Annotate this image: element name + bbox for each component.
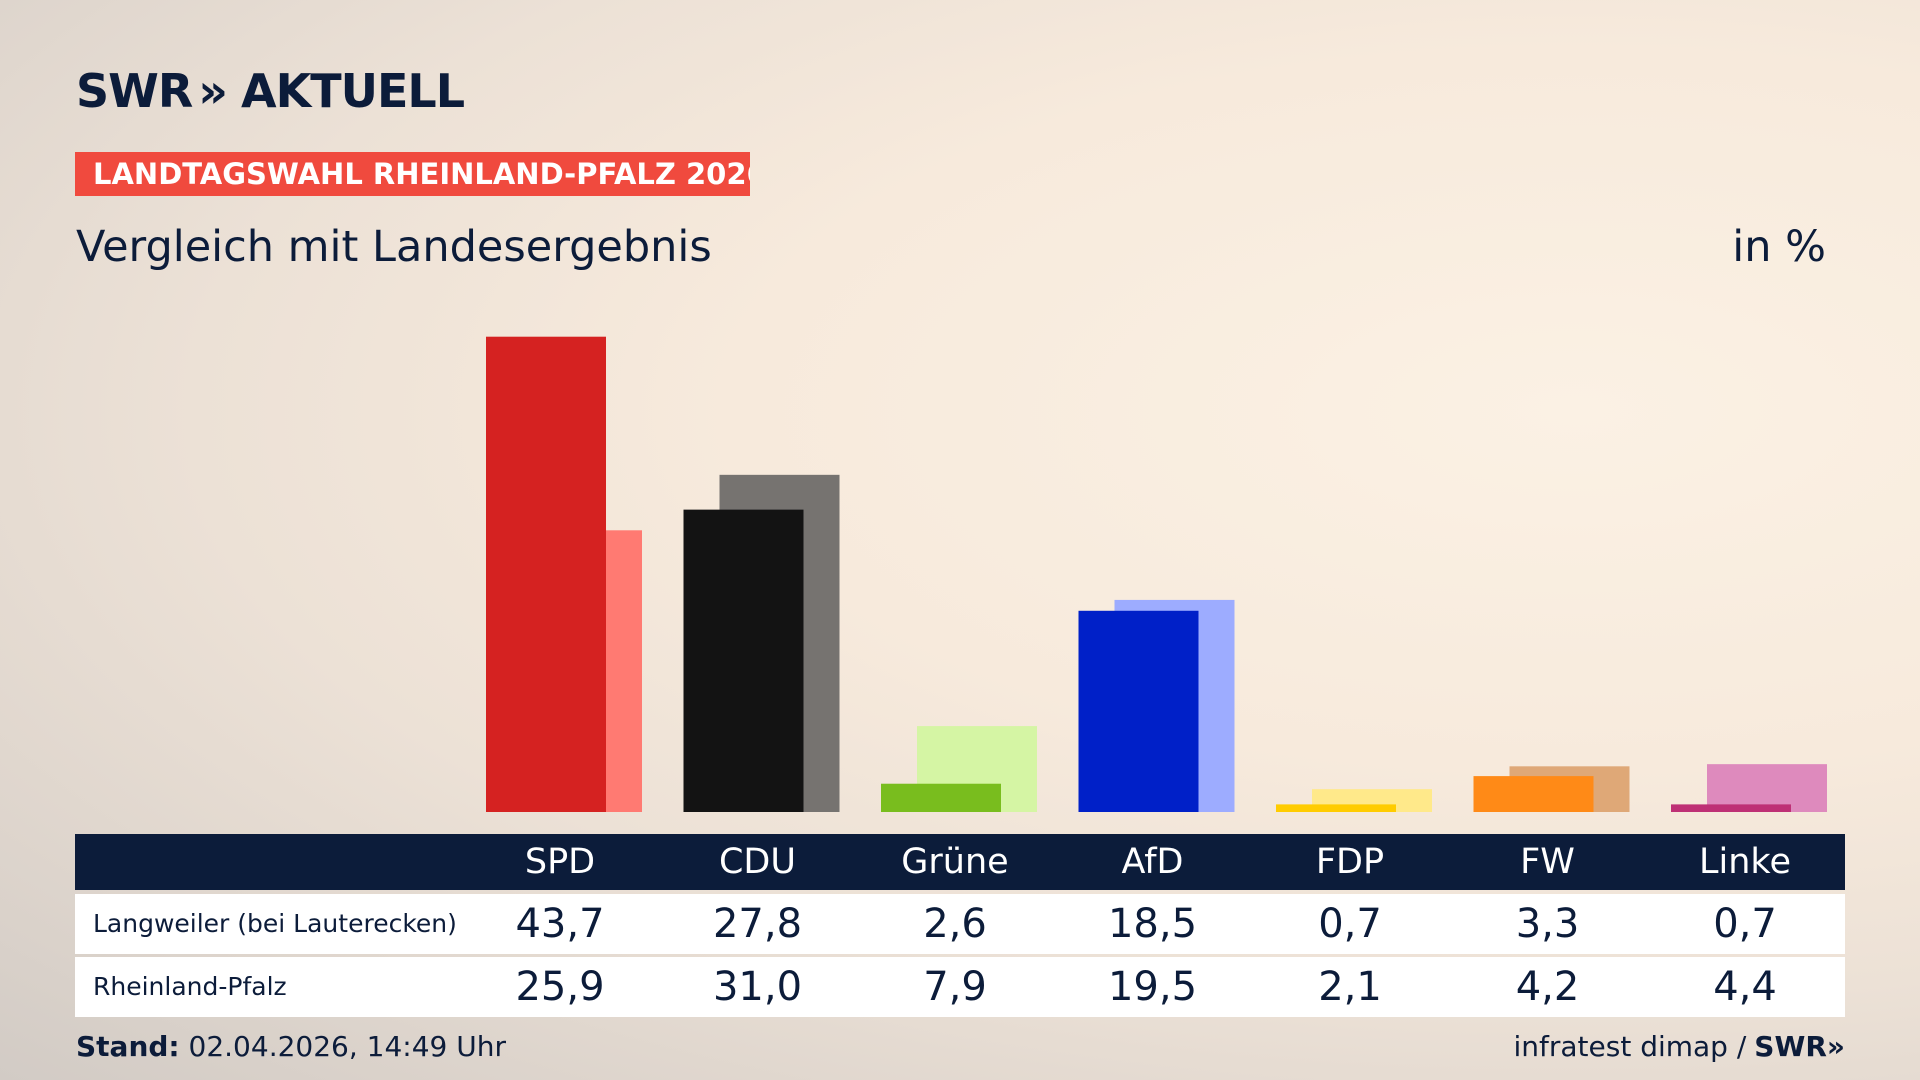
value-local-afd: 18,5 — [1107, 901, 1198, 947]
stand-label: Stand: — [76, 1030, 180, 1063]
table-row-state: Rheinland-Pfalz 25,9 31,0 7,9 19,5 2,1 4,2 4,4 — [75, 957, 1845, 1017]
logo-aktuell-text: AKTUELL — [241, 64, 465, 118]
source-swr-logo: SWR» — [1754, 1030, 1845, 1063]
logo-swr-text: SWR — [76, 64, 193, 118]
value-local-fdp: 0,7 — [1318, 901, 1382, 947]
election-tag: LANDTAGSWAHL RHEINLAND-PFALZ 2026 — [75, 152, 750, 196]
value-local-cdu: 27,8 — [712, 901, 803, 947]
header-spd: SPD — [524, 842, 596, 882]
row-label-local: Langweiler (bei Lauterecken) — [93, 909, 457, 938]
chart-subtitle: Vergleich mit Landesergebnis — [76, 222, 712, 272]
row-label-state: Rheinland-Pfalz — [93, 972, 287, 1001]
table-row-local: Langweiler (bei Lauterecken) 43,7 27,8 2,6… — [75, 894, 1845, 954]
bar-state-linke — [1707, 764, 1827, 812]
bar-local-spd — [486, 336, 606, 812]
table-header: SPD CDU Grüne AfD FDP FW Linke — [75, 834, 1845, 890]
value-state-fdp: 2,1 — [1318, 964, 1382, 1010]
value-local-spd: 43,7 — [515, 901, 605, 947]
timestamp: Stand: 02.04.2026, 14:49 Uhr — [76, 1030, 506, 1063]
value-state-afd: 19,5 — [1107, 964, 1198, 1010]
value-state-fw: 4,2 — [1515, 964, 1580, 1010]
value-state-cdu: 31,0 — [712, 964, 803, 1010]
value-local-fw: 3,3 — [1515, 901, 1580, 947]
header-gruene: Grüne — [901, 842, 1009, 882]
header-fw: FW — [1520, 842, 1575, 882]
stand-value: 02.04.2026, 14:49 Uhr — [188, 1030, 506, 1063]
value-local-gruene: 2,6 — [923, 901, 987, 947]
bar-local-gruene — [881, 783, 1001, 812]
bar-local-linke — [1671, 804, 1791, 812]
header-afd: AfD — [1121, 842, 1184, 882]
value-state-linke: 4,4 — [1713, 964, 1777, 1010]
swr-aktuell-logo: SWR » AKTUELL — [76, 64, 465, 118]
bar-local-fw — [1473, 776, 1594, 812]
value-local-linke: 0,7 — [1713, 901, 1777, 947]
logo-chevron-icon: » — [198, 64, 228, 118]
header-linke: Linke — [1699, 842, 1791, 882]
source-text: infratest dimap / — [1513, 1030, 1747, 1063]
source-credit: infratest dimap / SWR» — [1513, 1030, 1845, 1063]
header-cdu: CDU — [718, 842, 796, 882]
value-state-gruene: 7,9 — [923, 964, 987, 1010]
header-fdp: FDP — [1315, 842, 1385, 882]
bar-local-fdp — [1276, 804, 1396, 812]
bar-local-cdu — [683, 509, 804, 812]
value-state-spd: 25,9 — [515, 964, 605, 1010]
bar-local-afd — [1078, 610, 1199, 812]
unit-label: in % — [1732, 222, 1826, 272]
